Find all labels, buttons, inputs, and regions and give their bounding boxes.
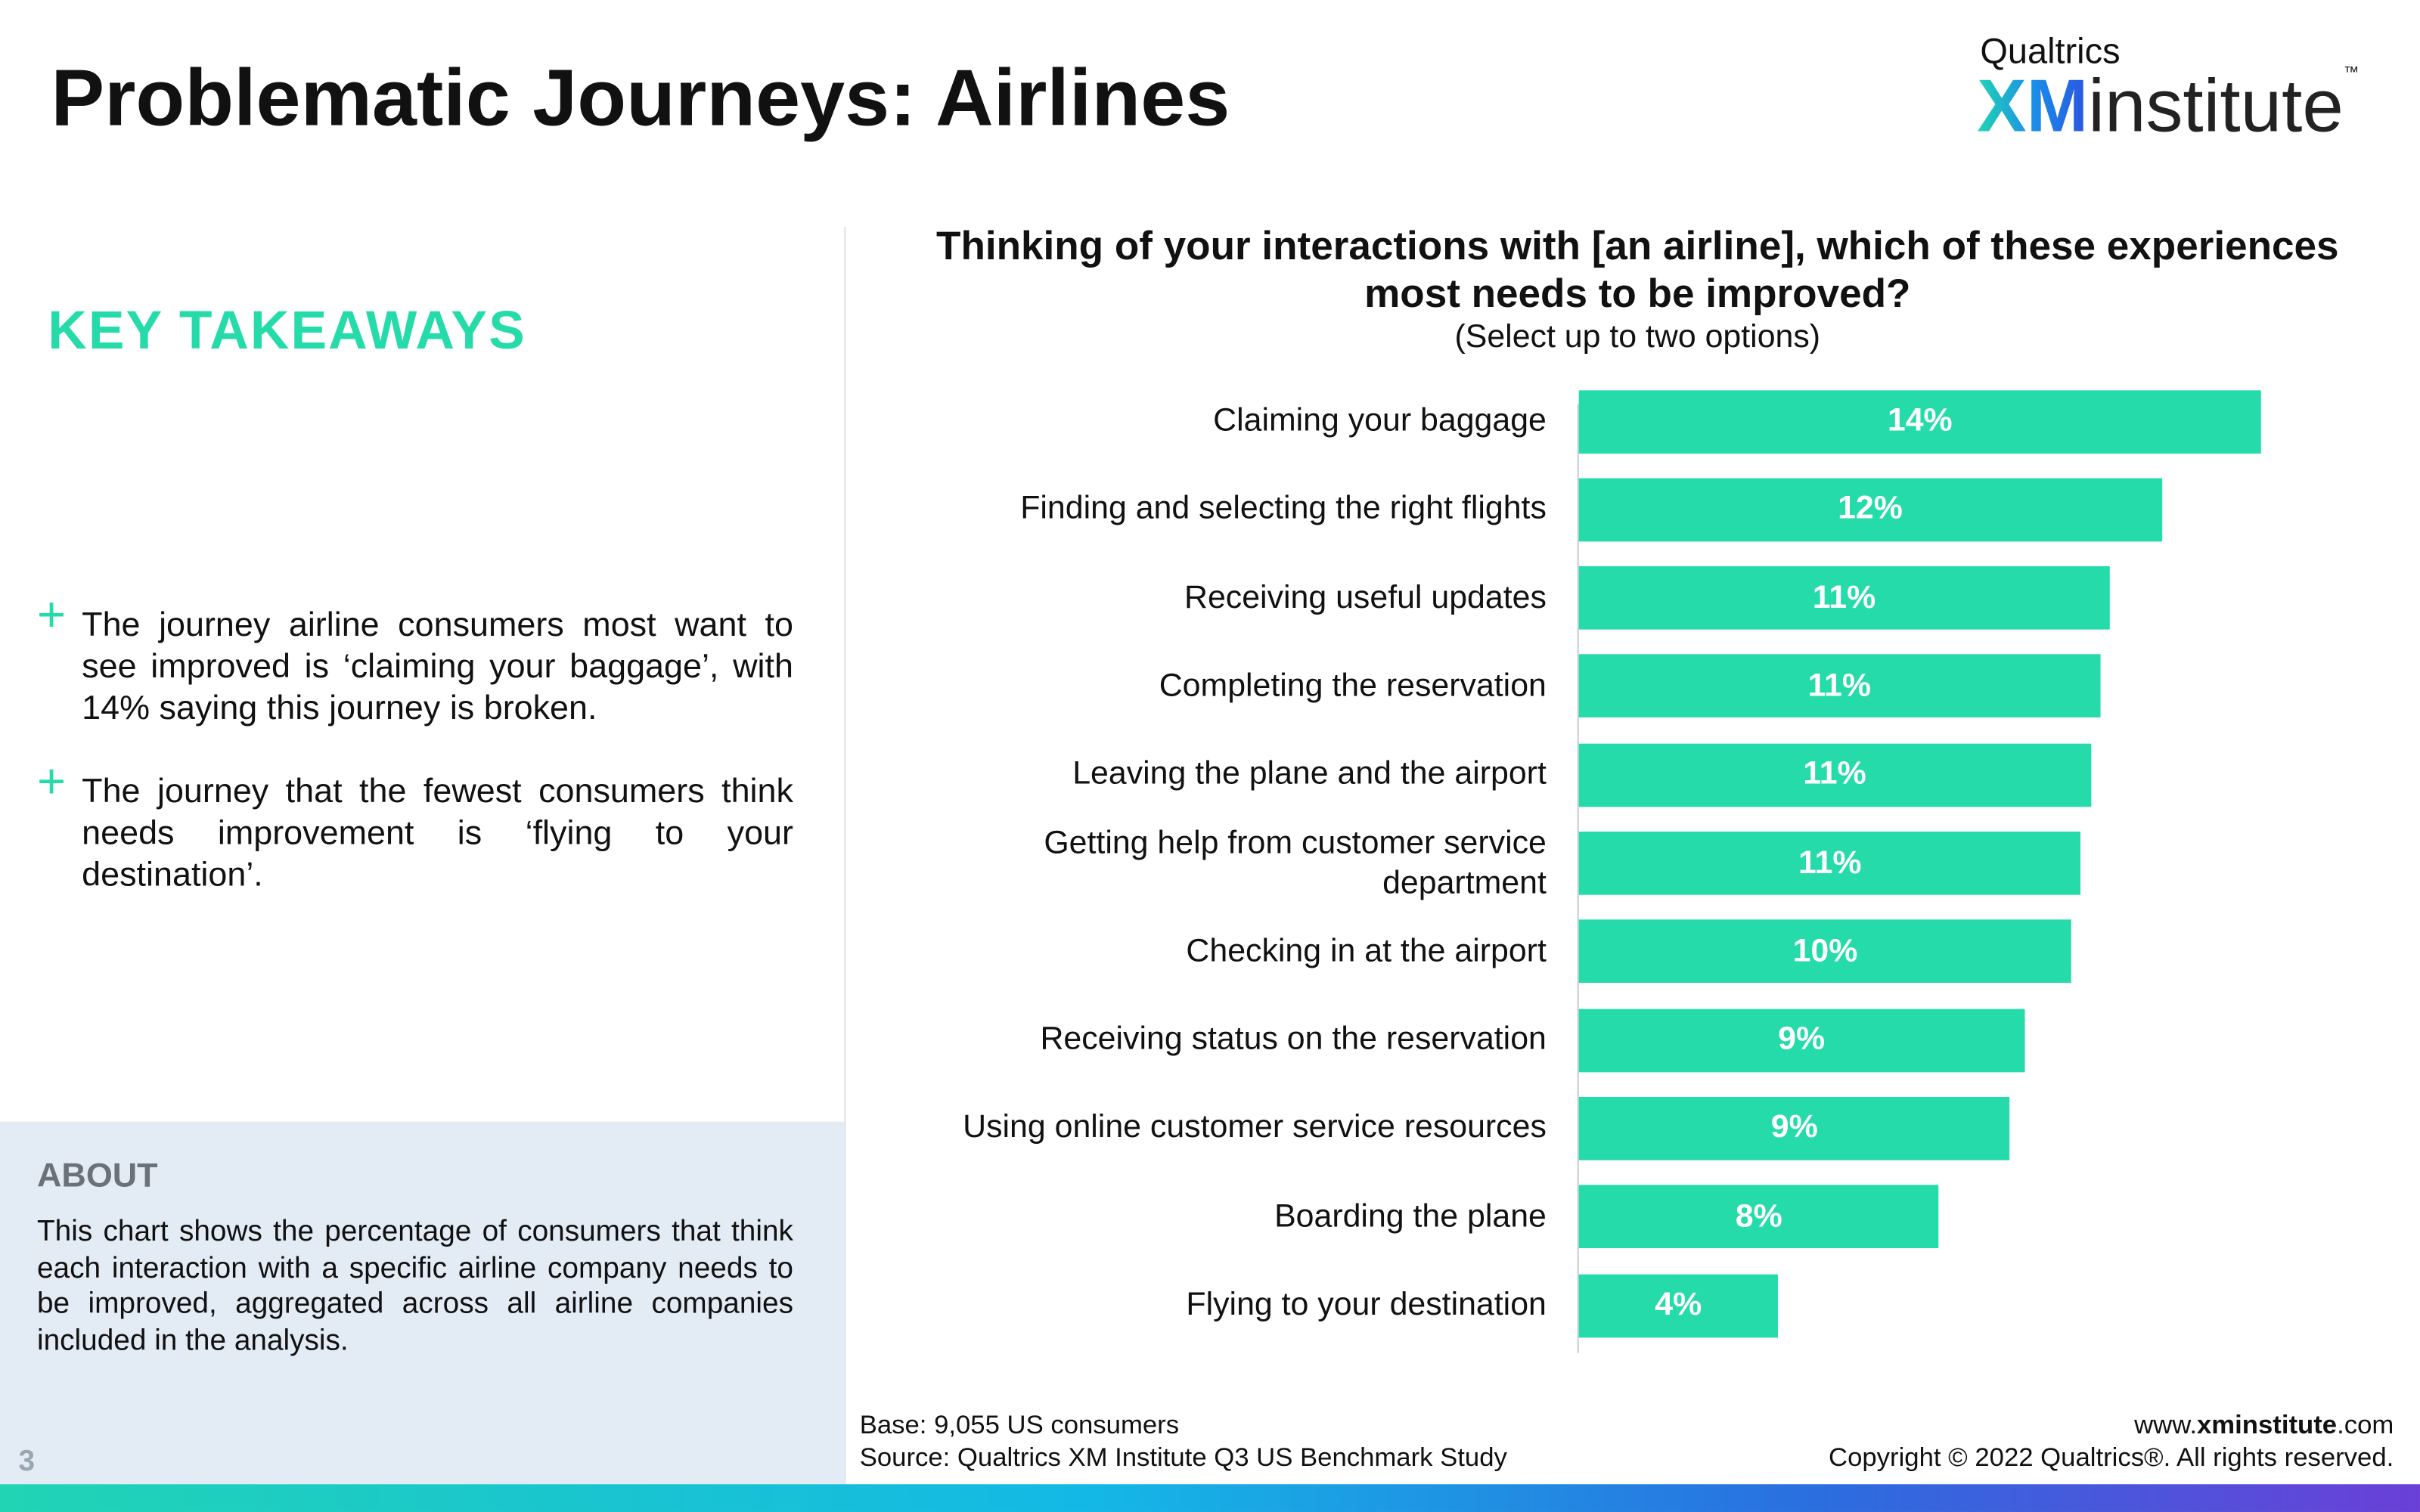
category-label: Receiving useful updates bbox=[1184, 579, 1547, 615]
category-label: Getting help from customer service depar… bbox=[1044, 824, 1547, 900]
bar: 10% bbox=[1578, 919, 2072, 984]
bar: 9% bbox=[1578, 1008, 2024, 1072]
logo-xm: XM bbox=[1977, 66, 2089, 148]
category-label: Finding and selecting the right flights bbox=[1020, 491, 1547, 527]
logo: XMinstitute™ bbox=[1977, 65, 2359, 150]
base: Base: 9,055 US consumers bbox=[859, 1410, 1180, 1440]
category-label: Completing the reservation bbox=[1159, 668, 1547, 704]
website: www.xminstitute.com bbox=[2134, 1408, 2394, 1441]
bar: 9% bbox=[1578, 1096, 2010, 1160]
value-label: 9% bbox=[1770, 1110, 1818, 1146]
source: Source: Qualtrics XM Institute Q3 US Ben… bbox=[859, 1442, 1507, 1472]
copyright: Copyright © 2022 Qualtrics®. All rights … bbox=[1829, 1442, 2394, 1472]
bar: 14% bbox=[1578, 389, 2261, 453]
bar: 11% bbox=[1578, 743, 2091, 807]
about-heading: ABOUT bbox=[36, 1155, 158, 1194]
category-label: Receiving status on the reservation bbox=[1040, 1021, 1547, 1058]
website-text: .com bbox=[2337, 1410, 2394, 1440]
bar: 4% bbox=[1578, 1273, 1778, 1337]
value-label: 4% bbox=[1655, 1287, 1702, 1322]
category-label: Boarding the plane bbox=[1274, 1198, 1547, 1235]
footer-strip bbox=[0, 1484, 2420, 1512]
category-label: Leaving the plane and the airport bbox=[1072, 756, 1547, 792]
value-label: 14% bbox=[1887, 402, 1953, 438]
takeaways-heading: KEY TAKEAWAYS bbox=[48, 300, 526, 361]
bar: 11% bbox=[1578, 831, 2081, 895]
takeaway: + The journey airline consumers most want… bbox=[36, 586, 793, 727]
takeaway-text: The journey that the fewest consumers th… bbox=[82, 771, 793, 894]
value-label: 11% bbox=[1803, 756, 1866, 792]
value-label: 11% bbox=[1807, 668, 1871, 704]
category-label: Checking in at the airport bbox=[1186, 933, 1547, 969]
category-label: Claiming your baggage bbox=[1213, 402, 1547, 438]
about-box bbox=[0, 1121, 845, 1485]
bar: 11% bbox=[1578, 655, 2100, 718]
category-label: Using online customer service resources bbox=[963, 1110, 1547, 1146]
website-text: www. bbox=[2134, 1410, 2198, 1440]
website-text: xminstitute bbox=[2197, 1410, 2338, 1440]
value-label: 11% bbox=[1812, 579, 1876, 615]
logo-brand: Qualtrics bbox=[1980, 30, 2121, 71]
bar: 8% bbox=[1578, 1185, 1939, 1249]
value-label: 12% bbox=[1838, 491, 1903, 527]
takeaway: + The journey that the fewest consumers t… bbox=[36, 752, 793, 894]
title: Problematic Journeys: Airlines bbox=[51, 54, 1230, 144]
bar: 11% bbox=[1578, 566, 2110, 630]
logo-tm: ™ bbox=[2343, 64, 2360, 82]
chart-subtitle: (Select up to two options) bbox=[1454, 319, 1821, 355]
logo-institute: institute bbox=[2088, 66, 2344, 148]
bar: 12% bbox=[1578, 478, 2162, 541]
about-text: This chart shows the percentage of consu… bbox=[36, 1216, 793, 1357]
divider bbox=[844, 226, 846, 1485]
page-number: 3 bbox=[18, 1445, 36, 1479]
category-label: Flying to your destination bbox=[1186, 1287, 1547, 1322]
value-label: 11% bbox=[1798, 844, 1862, 881]
axis-line bbox=[1577, 404, 1579, 1353]
takeaway-text: The journey airline consumers most want … bbox=[82, 604, 793, 727]
value-label: 9% bbox=[1778, 1021, 1826, 1058]
value-label: 10% bbox=[1792, 933, 1858, 969]
chart-title: Thinking of your interactions with [an a… bbox=[936, 222, 2339, 317]
value-label: 8% bbox=[1735, 1198, 1782, 1235]
